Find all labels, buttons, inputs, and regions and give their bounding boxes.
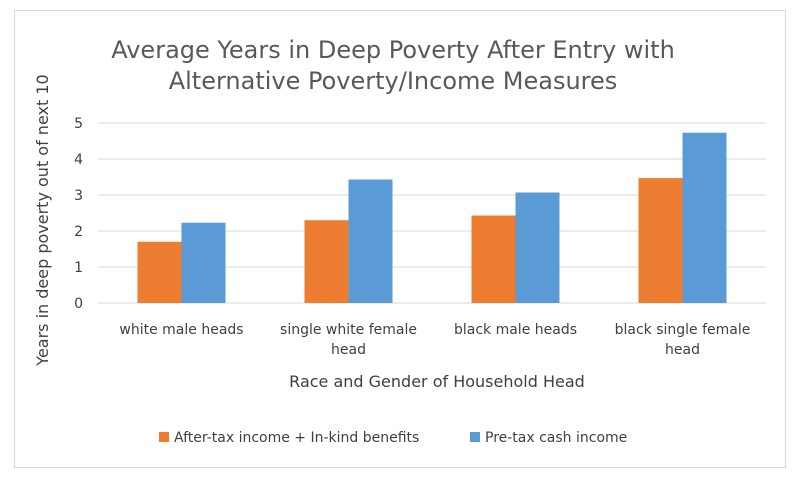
bar-after-tax-3 [471, 215, 516, 303]
category-label: white male heads [119, 322, 243, 338]
bar-pre-tax-2 [348, 179, 393, 303]
category-label: single white female [280, 322, 417, 338]
legend-swatch-1 [159, 432, 169, 442]
legend: After-tax income + In-kind benefits Pre-t… [159, 430, 627, 446]
y-tick-label: 4 [74, 152, 83, 168]
bar-pre-tax-4 [682, 132, 727, 303]
chart-title: Average Years in Deep Poverty After Entr… [111, 36, 675, 95]
legend-swatch-2 [470, 432, 480, 442]
bars [137, 132, 727, 303]
x-axis-categories: white male heads single white female head b… [119, 322, 750, 358]
chart-title-line-1: Average Years in Deep Poverty After Entr… [111, 36, 675, 64]
y-axis-ticks: 0 1 2 3 4 5 [74, 116, 83, 312]
y-tick-label: 2 [74, 224, 83, 240]
category-label: head [331, 342, 366, 358]
y-axis-label: Years in deep poverty out of next 10 [33, 74, 52, 366]
bar-pre-tax-3 [515, 192, 560, 303]
bar-after-tax-2 [304, 220, 349, 303]
chart-title-line-2: Alternative Poverty/Income Measures [169, 67, 618, 95]
y-tick-label: 0 [74, 296, 83, 312]
category-label: black single female [615, 322, 751, 338]
category-label: black male heads [454, 322, 577, 338]
y-tick-label: 1 [74, 260, 83, 276]
bar-after-tax-4 [638, 178, 683, 303]
y-tick-label: 5 [74, 116, 83, 132]
y-tick-label: 3 [74, 188, 83, 204]
bar-pre-tax-1 [181, 222, 226, 303]
category-label: head [665, 342, 700, 358]
legend-label-1: After-tax income + In-kind benefits [174, 430, 419, 446]
x-axis-label: Race and Gender of Household Head [289, 372, 585, 391]
legend-label-2: Pre-tax cash income [485, 430, 627, 446]
bar-after-tax-1 [137, 241, 182, 303]
